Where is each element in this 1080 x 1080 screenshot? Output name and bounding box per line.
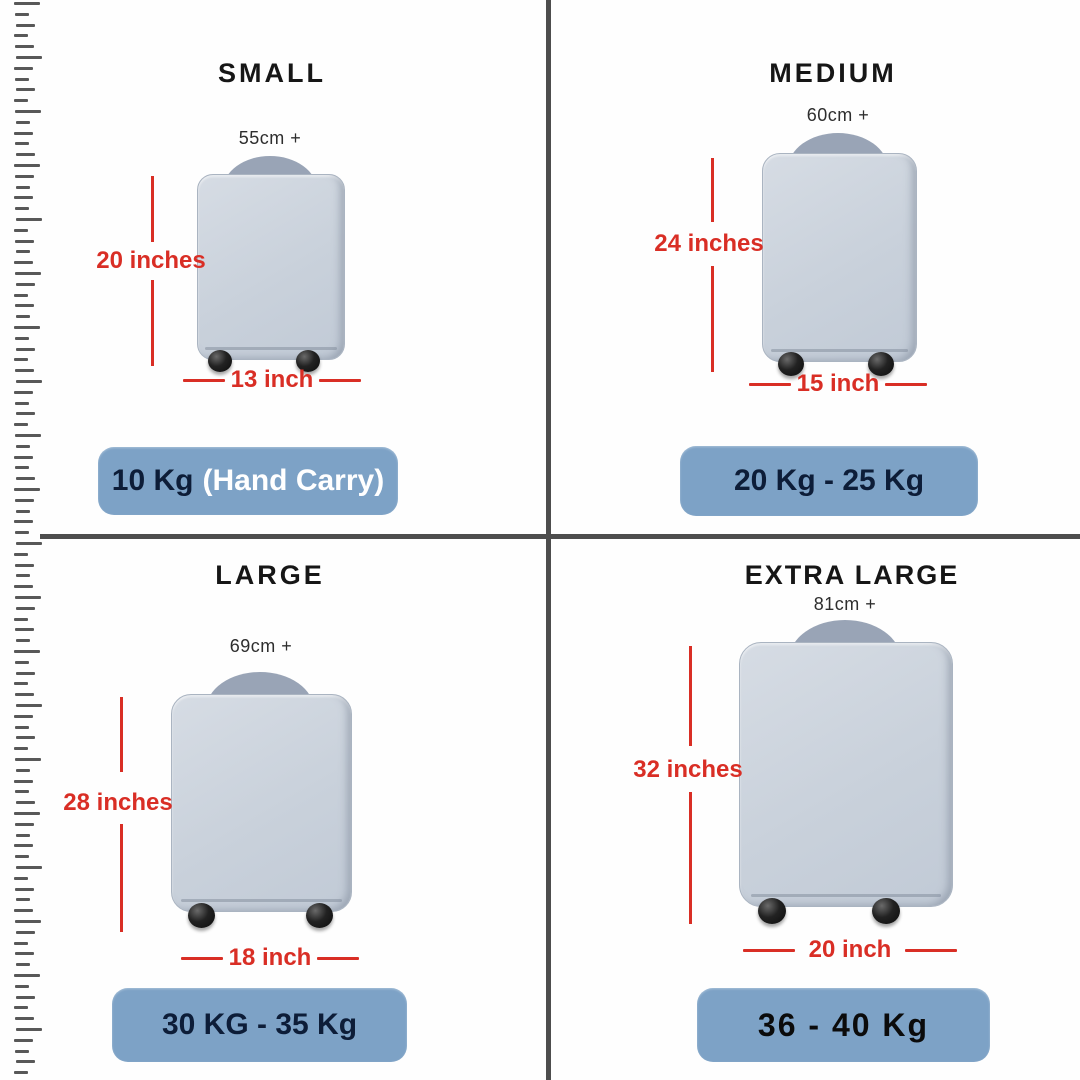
weight-badge: 20 Kg - 25 Kg <box>680 446 978 516</box>
height-measure-line <box>711 158 714 222</box>
suitcase-wheel-icon <box>758 898 786 924</box>
suitcase-wheel-icon <box>296 350 320 372</box>
measure-dash-icon <box>319 378 362 382</box>
width-measure-row: 13 inch <box>182 366 362 394</box>
width-measure-row: 20 inch <box>740 936 960 964</box>
height-measure-line <box>120 824 123 932</box>
weight-badge: 30 KG - 35 Kg <box>112 988 407 1062</box>
measure-dash-icon <box>885 382 928 386</box>
width-measure-row: 15 inch <box>748 370 928 398</box>
width-inches-label: 20 inch <box>808 936 892 963</box>
ruler <box>0 0 44 1080</box>
measure-dash-icon <box>905 948 958 952</box>
quadrant-title: EXTRA LARGE <box>744 560 960 590</box>
measure-dash-icon <box>742 948 795 952</box>
suitcase-wheel-icon <box>208 350 232 372</box>
suitcase-body-icon <box>762 153 917 362</box>
suitcase-body-icon <box>739 642 953 907</box>
weight-primary-label: 10 Kg <box>111 464 194 497</box>
measure-dash-icon <box>180 956 223 960</box>
weight-primary-label: 20 Kg - 25 Kg <box>733 464 925 497</box>
quadrant-title: MEDIUM <box>769 58 897 88</box>
height-measure-line <box>120 697 123 772</box>
weight-secondary-label: (Hand Carry) <box>202 464 385 497</box>
weight-primary-label: 30 KG - 35 Kg <box>161 1008 358 1041</box>
suitcase-wheel-icon <box>306 903 333 928</box>
suitcase-body-icon <box>171 694 352 912</box>
measure-dash-icon <box>182 378 225 382</box>
height-measure-line <box>689 646 692 746</box>
weight-badge: 10 Kg (Hand Carry) <box>98 447 398 515</box>
cm-height-label: 60cm + <box>806 105 870 125</box>
suitcase-wheel-icon <box>868 352 894 376</box>
height-inches-label: 28 inches <box>63 789 173 816</box>
height-measure-line <box>151 176 154 242</box>
height-inches-label: 32 inches <box>633 756 743 783</box>
vertical-divider <box>546 0 551 1080</box>
suitcase-wheel-icon <box>188 903 215 928</box>
quadrant-title: SMALL <box>218 58 326 88</box>
measure-dash-icon <box>748 382 791 386</box>
height-measure-line <box>689 792 692 924</box>
width-measure-row: 18 inch <box>180 944 360 972</box>
suitcase-wheel-icon <box>872 898 900 924</box>
suitcase-body-icon <box>197 174 345 360</box>
width-inches-label: 18 inch <box>228 944 312 971</box>
weight-primary-label: 36 - 40 Kg <box>757 1006 930 1043</box>
cm-height-label: 69cm + <box>229 636 293 656</box>
width-inches-label: 15 inch <box>796 370 880 397</box>
height-measure-line <box>711 266 714 372</box>
height-inches-label: 24 inches <box>654 230 764 257</box>
quadrant-title: LARGE <box>215 560 325 590</box>
cm-height-label: 81cm + <box>813 594 877 614</box>
horizontal-divider <box>40 534 1080 539</box>
height-inches-label: 20 inches <box>96 247 206 274</box>
cm-height-label: 55cm + <box>238 128 302 148</box>
measure-dash-icon <box>317 956 360 960</box>
weight-badge: 36 - 40 Kg <box>697 988 990 1062</box>
suitcase-wheel-icon <box>778 352 804 376</box>
height-measure-line <box>151 280 154 366</box>
width-inches-label: 13 inch <box>230 366 314 393</box>
